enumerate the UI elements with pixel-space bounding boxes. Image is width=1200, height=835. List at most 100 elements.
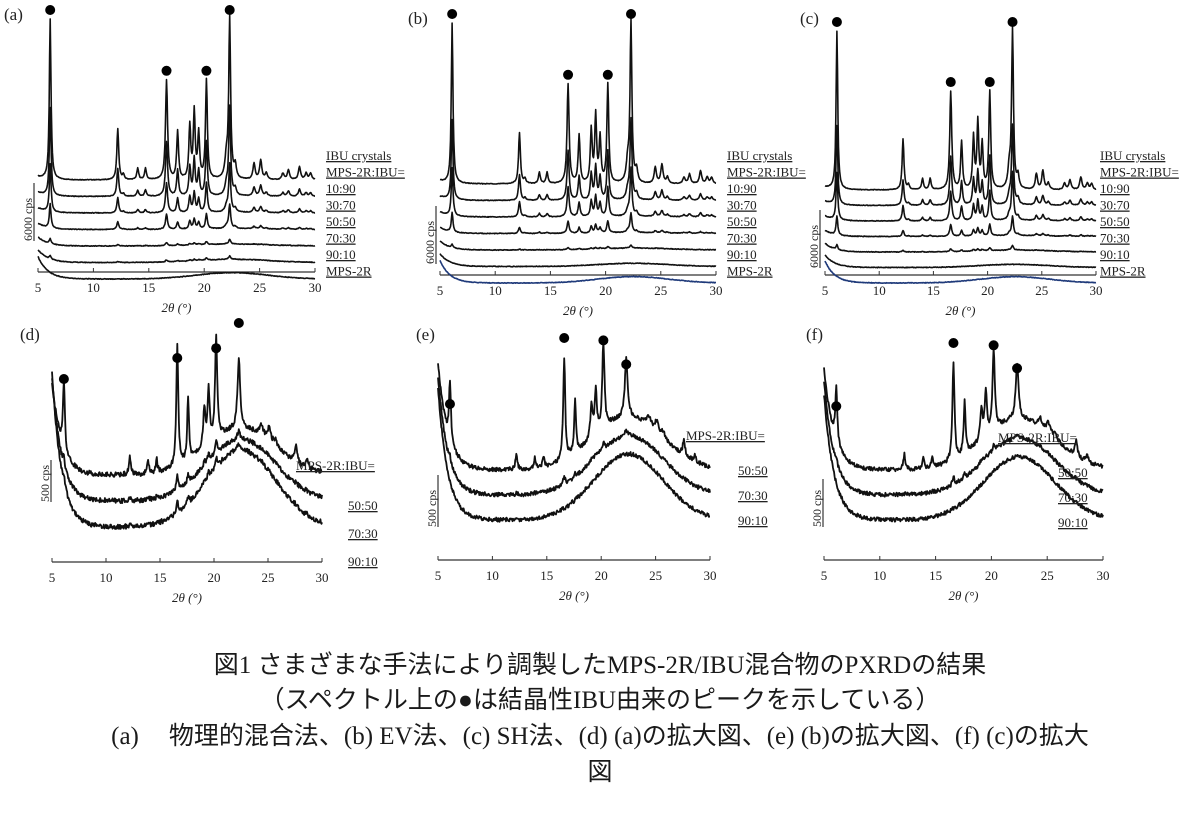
x-tick-label: 5 xyxy=(822,283,829,298)
trace-10-90 xyxy=(37,104,316,198)
caption-methods-label: (a) xyxy=(111,723,139,750)
legend-entry: MPS-2R xyxy=(727,264,773,279)
legend-entry: MPS-2R xyxy=(1100,264,1146,279)
legend-entry: 50:50 xyxy=(1100,214,1130,229)
panel-c: (c) 5 10 15 20 25 30 2θ (°) 6000 cps IBU crystals… xyxy=(800,9,1179,318)
trace-30-70 xyxy=(439,166,717,218)
x-tick-label: 30 xyxy=(1090,283,1103,298)
x-tick-label: 5 xyxy=(435,568,442,583)
ibu-peak-marker xyxy=(948,338,959,348)
trace-50-50 xyxy=(439,211,717,235)
legend-entry: 10:90 xyxy=(1100,181,1130,196)
ibu-peak-marker xyxy=(201,65,212,76)
trace-10-90 xyxy=(824,123,1097,207)
legend-header: MPS-2R:IBU= xyxy=(326,165,405,180)
panel-a: (a) 5 10 15 20 25 30 2θ (°) 6000 cps IBU crystals… xyxy=(4,5,405,315)
legend-entry: 90:10 xyxy=(738,513,768,528)
x-tick-label: 15 xyxy=(154,570,167,585)
scale-bar-label: 6000 cps xyxy=(807,225,821,268)
x-tick-label: 10 xyxy=(100,570,113,585)
legend-entry: 90:10 xyxy=(326,247,356,262)
x-tick-label: 25 xyxy=(1041,568,1054,583)
legend-entry: 70:30 xyxy=(1058,490,1088,505)
trace-MPS-2R xyxy=(824,260,1097,285)
ibu-peak-marker xyxy=(984,77,995,88)
x-tick-label: 5 xyxy=(437,283,444,298)
trace-70-30 xyxy=(51,378,323,504)
legend-entry: 70:30 xyxy=(1100,231,1130,246)
trace-90-10 xyxy=(437,387,711,523)
trace-IBU-crystals xyxy=(37,14,316,181)
panel-label: (e) xyxy=(416,325,435,344)
ibu-peak-marker xyxy=(447,9,458,19)
trace-70-30 xyxy=(823,381,1104,498)
x-tick-label: 25 xyxy=(649,568,662,583)
ibu-peak-marker xyxy=(621,359,632,370)
ibu-peak-marker xyxy=(1007,17,1018,27)
ibu-peak-marker xyxy=(563,69,574,80)
panel-d: (d) 5 10 15 20 25 30 2θ (°) 500 cps MPS-2R:IBU= 50… xyxy=(20,318,378,605)
x-tick-label: 5 xyxy=(821,568,828,583)
legend-entry: 50:50 xyxy=(326,214,356,229)
legend-header: MPS-2R:IBU= xyxy=(296,458,375,473)
ibu-peak-marker xyxy=(598,335,609,346)
caption-continuation: 図 xyxy=(587,759,613,786)
trace-50-50 xyxy=(37,202,316,231)
legend-entry: 90:10 xyxy=(348,554,378,569)
legend-entry: 30:70 xyxy=(727,198,757,213)
ibu-peak-marker xyxy=(945,77,956,88)
caption-note: （スペクトル上の●は結晶性IBU由来のピークを示している） xyxy=(259,687,941,714)
legend-entry: 30:70 xyxy=(1100,198,1130,213)
trace-50-50 xyxy=(437,340,711,473)
trace-10-90 xyxy=(439,116,717,202)
legend-entry: IBU crystals xyxy=(326,148,391,163)
scale-bar-label: 500 cps xyxy=(425,490,439,527)
x-tick-label: 10 xyxy=(87,280,100,295)
ibu-peak-marker xyxy=(831,401,842,412)
legend-header: MPS-2R:IBU= xyxy=(998,430,1077,445)
x-tick-label: 30 xyxy=(309,280,322,295)
x-tick-label: 20 xyxy=(208,570,221,585)
x-tick-label: 25 xyxy=(262,570,275,585)
x-tick-label: 10 xyxy=(486,568,499,583)
trace-30-70 xyxy=(37,161,316,214)
panel-label: (c) xyxy=(800,9,819,28)
ibu-peak-marker xyxy=(172,353,183,363)
scale-bar-label: 500 cps xyxy=(38,465,52,502)
x-tick-label: 15 xyxy=(544,283,557,298)
trace-70-30 xyxy=(439,240,717,252)
trace-IBU-crystals xyxy=(439,18,717,185)
caption-title: 図1 さまざまな手法により調製したMPS-2R/IBU混合物のPXRDの結果 xyxy=(213,652,987,679)
ibu-peak-marker xyxy=(625,9,636,19)
legend-entry: 10:90 xyxy=(727,181,757,196)
x-tick-label: 30 xyxy=(1097,568,1110,583)
trace-90-10 xyxy=(824,254,1097,269)
panel-label: (a) xyxy=(4,5,23,24)
legend-entry: IBU crystals xyxy=(727,148,792,163)
trace-90-10 xyxy=(823,395,1104,523)
ibu-peak-marker xyxy=(444,399,455,409)
legend-entry: IBU crystals xyxy=(1100,148,1165,163)
scale-bar-label: 500 cps xyxy=(810,490,824,527)
ibu-peak-marker xyxy=(559,333,570,343)
x-tick-label: 20 xyxy=(595,568,608,583)
legend-entry: MPS-2R xyxy=(326,264,372,279)
legend-header: MPS-2R:IBU= xyxy=(727,165,806,180)
x-tick-label: 20 xyxy=(599,283,612,298)
legend-header: MPS-2R:IBU= xyxy=(1100,165,1179,180)
x-axis-label: 2θ (°) xyxy=(946,303,976,318)
x-axis-label: 2θ (°) xyxy=(162,300,192,315)
ibu-peak-marker xyxy=(831,17,842,27)
x-tick-label: 5 xyxy=(35,280,42,295)
x-axis-label: 2θ (°) xyxy=(949,588,979,603)
trace-90-10 xyxy=(37,249,316,264)
trace-90-10 xyxy=(51,371,323,530)
x-tick-label: 30 xyxy=(316,570,329,585)
legend-entry: 70:30 xyxy=(348,526,378,541)
x-tick-label: 20 xyxy=(985,568,998,583)
ibu-peak-marker xyxy=(224,5,235,15)
legend-entry: 10:90 xyxy=(326,181,356,196)
trace-90-10 xyxy=(439,253,717,268)
caption-methods: (a) 物理的混合法、(b) EV法、(c) SH法、(d) (a)の拡大図、(e… xyxy=(0,716,1200,752)
legend-entry: 50:50 xyxy=(727,214,757,229)
